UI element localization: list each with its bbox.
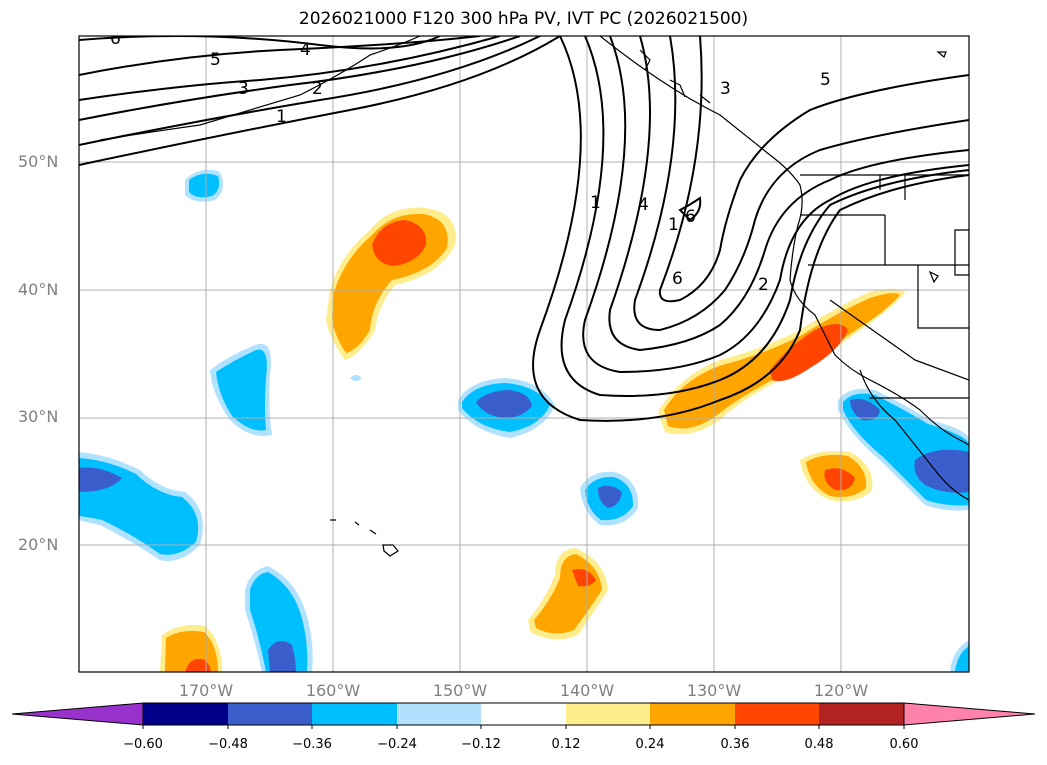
- colorbar-segment: [819, 703, 904, 725]
- lat-label-50n: 50°N: [18, 152, 59, 171]
- contour-label: 6: [685, 207, 696, 227]
- colorbar-extend-high: [903, 702, 1036, 726]
- graticule: [79, 36, 969, 672]
- colorbar-segment: [143, 703, 228, 725]
- lon-label-170w: 170°W: [178, 681, 234, 700]
- negative-anomaly: [476, 390, 532, 418]
- lon-label-130w: 130°W: [686, 681, 742, 700]
- colorbar-tick-label: 0.60: [889, 737, 919, 752]
- colorbar-segment: [735, 703, 819, 725]
- colorbar-tick-label: 0.24: [635, 737, 665, 752]
- negative-anomaly: [189, 173, 220, 198]
- colorbar-tick-label: −0.48: [208, 737, 248, 752]
- colorbar-tick-label: 0.36: [720, 737, 750, 752]
- contour-label: 1: [590, 193, 601, 213]
- colorbar: [11, 702, 1036, 729]
- lon-label-120w: 120°W: [813, 681, 869, 700]
- contour-label: 1: [276, 107, 287, 127]
- negative-anomaly: [268, 641, 296, 672]
- ivt-anomaly-fills: [79, 169, 969, 672]
- contour-labels: 6 5 4 3 2 1 1 3 5 4 1 6 6 2: [110, 29, 831, 295]
- colorbar-tick-label: 0.12: [551, 737, 581, 752]
- positive-anomaly: [185, 658, 211, 672]
- colorbar-segment: [566, 703, 650, 725]
- lon-label-140w: 140°W: [559, 681, 615, 700]
- contour-label: 5: [210, 50, 221, 70]
- colorbar-tick-label: −0.24: [377, 737, 417, 752]
- colorbar-segment: [228, 703, 312, 725]
- negative-anomaly: [350, 375, 362, 381]
- positive-anomaly: [572, 569, 596, 587]
- contour-label: 3: [720, 79, 731, 99]
- contour-label: 6: [110, 29, 121, 49]
- colorbar-segment: [650, 703, 735, 725]
- map-frame: [78, 35, 970, 673]
- negative-anomaly: [79, 467, 122, 492]
- contour-label: 5: [820, 70, 831, 90]
- lat-label-20n: 20°N: [18, 535, 59, 554]
- positive-anomaly: [534, 554, 602, 634]
- colorbar-tick-label: −0.60: [123, 737, 163, 752]
- contour-label: 1: [668, 215, 679, 235]
- lat-label-30n: 30°N: [18, 407, 59, 426]
- map-title: 2026021000 F120 300 hPa PV, IVT PC (2026…: [298, 9, 749, 29]
- negative-anomaly: [955, 646, 969, 672]
- contour-label: 4: [638, 195, 649, 215]
- lat-label-40n: 40°N: [18, 280, 59, 299]
- positive-anomaly: [824, 468, 855, 491]
- colorbar-segment: [397, 703, 481, 725]
- negative-anomaly: [216, 349, 267, 431]
- positive-anomaly: [372, 220, 427, 266]
- colorbar-segment: [481, 703, 566, 725]
- colorbar-segment: [312, 703, 397, 725]
- contour-label: 6: [672, 269, 683, 289]
- negative-anomaly: [250, 572, 308, 672]
- colorbar-extend-low: [11, 702, 144, 726]
- lon-label-150w: 150°W: [432, 681, 488, 700]
- negative-anomaly: [850, 398, 880, 421]
- contour-label: 2: [312, 79, 323, 99]
- colorbar-tick-label: −0.12: [461, 737, 501, 752]
- pv-contours: [79, 36, 969, 422]
- colorbar-tick-label: 0.48: [804, 737, 834, 752]
- colorbar-tick-label: −0.36: [292, 737, 332, 752]
- contour-label: 4: [300, 40, 311, 60]
- negative-anomaly: [598, 485, 622, 508]
- contour-label: 3: [238, 79, 249, 99]
- positive-anomaly: [770, 324, 848, 382]
- lon-label-160w: 160°W: [305, 681, 361, 700]
- contour-label: 2: [758, 275, 769, 295]
